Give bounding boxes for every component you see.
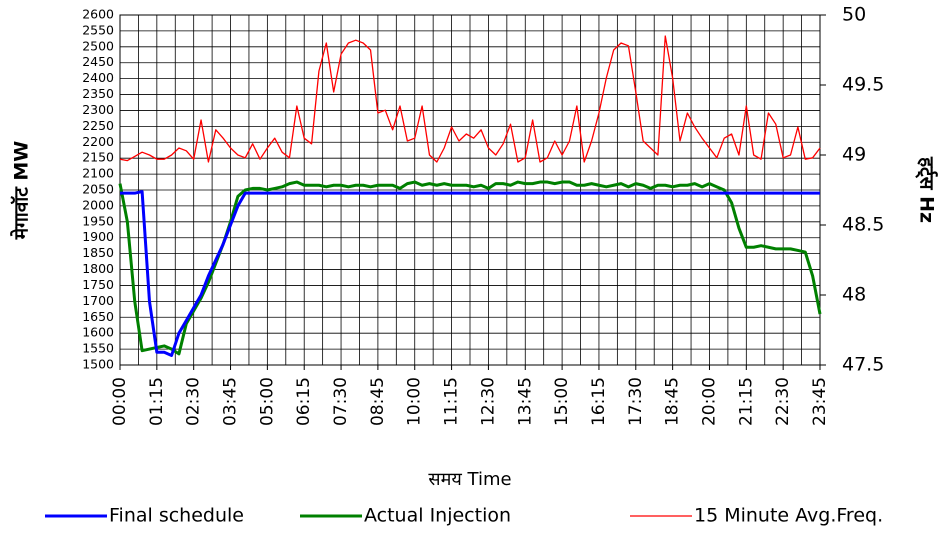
x-tick-label: 17:30 bbox=[626, 377, 646, 426]
x-tick-label: 07:30 bbox=[331, 377, 351, 426]
y-tick-label: 1750 bbox=[82, 277, 114, 292]
x-tick-label: 22:30 bbox=[773, 377, 793, 426]
x-tick-label: 15:00 bbox=[552, 377, 572, 426]
x-tick-label: 23:45 bbox=[810, 377, 830, 426]
y-tick-label: 2600 bbox=[82, 7, 114, 22]
y-tick-label: 1900 bbox=[82, 229, 114, 244]
y-tick-label: 2300 bbox=[82, 102, 114, 117]
y-tick-label: 1950 bbox=[82, 213, 114, 228]
y-tick-label: 2050 bbox=[82, 182, 114, 197]
y-tick-label: 2100 bbox=[82, 166, 114, 181]
series-line bbox=[118, 180, 822, 356]
x-tick-label: 00:00 bbox=[110, 377, 130, 426]
y2-axis-label: हर्ट्स Hz bbox=[914, 156, 938, 223]
x-tick-label: 06:15 bbox=[294, 377, 314, 426]
y-tick-label: 2150 bbox=[82, 150, 114, 165]
y-axis-label: मेगावॉट MW bbox=[10, 141, 33, 241]
y-tick-label: 2500 bbox=[82, 38, 114, 53]
series-line bbox=[120, 190, 820, 357]
y-tick-label: 1500 bbox=[82, 357, 114, 372]
y2-tick-label: 48.5 bbox=[842, 214, 884, 236]
y2-tick-label: 49.5 bbox=[842, 74, 884, 96]
series-line bbox=[119, 35, 821, 163]
y-tick-label: 2550 bbox=[82, 22, 114, 37]
y-tick-label: 2400 bbox=[82, 70, 114, 85]
x-tick-label: 16:15 bbox=[589, 377, 609, 426]
y-tick-label: 2000 bbox=[82, 197, 114, 212]
legend-label: 15 Minute Avg.Freq. bbox=[694, 505, 883, 527]
y-tick-label: 2350 bbox=[82, 86, 114, 101]
y2-tick-label: 49 bbox=[842, 144, 866, 166]
y2-tick-label: 48 bbox=[842, 284, 866, 306]
y2-tick-label: 47.5 bbox=[842, 354, 884, 376]
x-tick-label: 10:00 bbox=[405, 377, 425, 426]
y2-tick-label: 50 bbox=[842, 4, 866, 26]
x-tick-label: 02:30 bbox=[184, 377, 204, 426]
y-tick-label: 2250 bbox=[82, 118, 114, 133]
x-tick-label: 03:45 bbox=[221, 377, 241, 426]
x-axis-label: समय Time bbox=[428, 469, 511, 490]
legend-label: Actual Injection bbox=[364, 505, 511, 527]
y-tick-label: 1700 bbox=[82, 293, 114, 308]
y-tick-label: 1850 bbox=[82, 245, 114, 260]
x-tick-label: 08:45 bbox=[368, 377, 388, 426]
y-tick-label: 2450 bbox=[82, 54, 114, 69]
x-tick-label: 05:00 bbox=[257, 377, 277, 426]
y-tick-label: 1650 bbox=[82, 309, 114, 324]
x-tick-label: 12:30 bbox=[478, 377, 498, 426]
y-tick-label: 2200 bbox=[82, 134, 114, 149]
y-tick-label: 1800 bbox=[82, 261, 114, 276]
x-tick-label: 11:15 bbox=[442, 377, 462, 426]
y-tick-label: 1550 bbox=[82, 341, 114, 356]
legend-label: Final schedule bbox=[109, 505, 244, 527]
x-tick-label: 18:45 bbox=[663, 377, 683, 426]
x-tick-label: 13:45 bbox=[515, 377, 535, 426]
x-tick-label: 01:15 bbox=[147, 377, 167, 426]
x-tick-label: 20:00 bbox=[699, 377, 719, 426]
y-tick-label: 1600 bbox=[82, 325, 114, 340]
x-tick-label: 21:15 bbox=[736, 377, 756, 426]
